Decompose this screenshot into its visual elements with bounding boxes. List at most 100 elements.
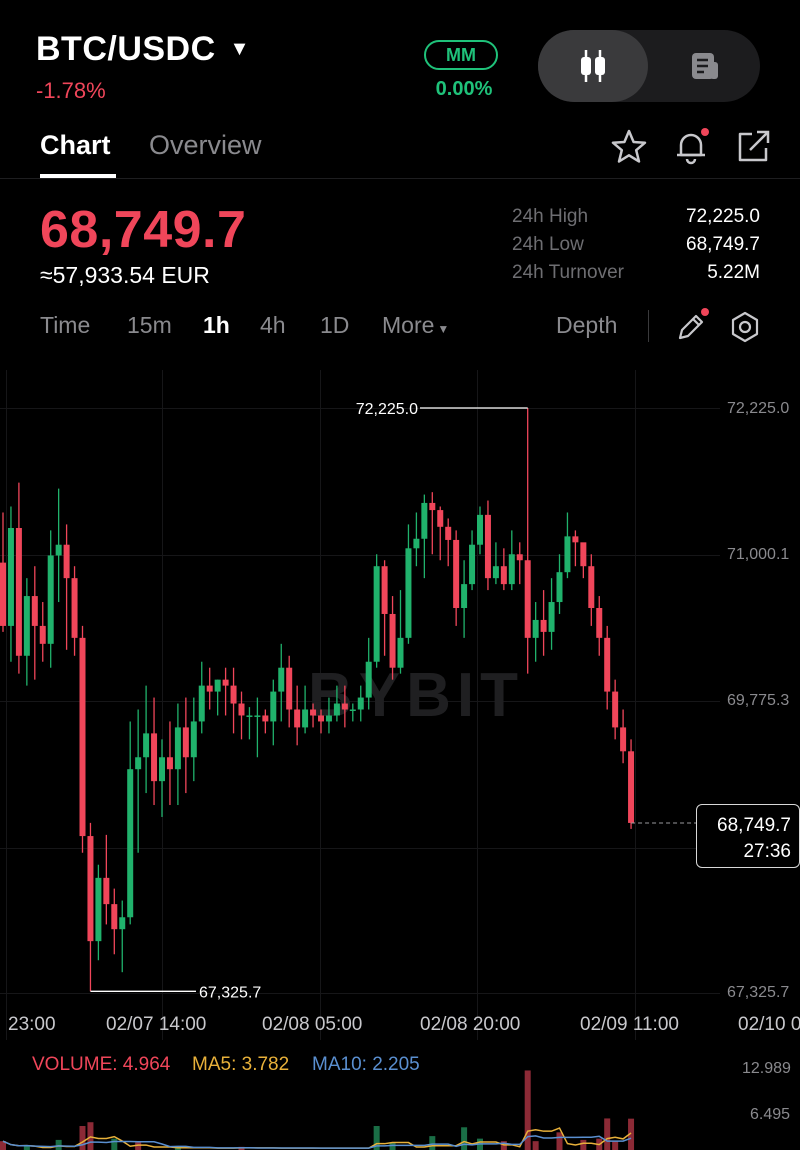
trading-pair-selector[interactable]: BTC/USDC ▼	[36, 30, 250, 69]
grid-line	[6, 370, 7, 1040]
volume-bar	[111, 1138, 118, 1150]
candle	[79, 625, 86, 853]
candle	[71, 566, 78, 656]
chart-view-button[interactable]	[538, 30, 648, 102]
interval-4h[interactable]: 4h	[260, 312, 286, 338]
tab-chart[interactable]: Chart	[40, 130, 111, 160]
candle	[111, 888, 118, 955]
interval-more[interactable]: More ▼	[382, 312, 449, 339]
candle	[278, 643, 285, 722]
mm-badge[interactable]: MM	[424, 40, 498, 70]
stat-label-24h-high: 24h High	[512, 206, 589, 227]
orderbook-icon	[692, 53, 718, 79]
stat-label-24h-turnover: 24h Turnover	[512, 262, 624, 283]
price-change: -1.78%	[36, 78, 106, 103]
candle	[437, 506, 444, 561]
y-tick-label: 72,225.0	[727, 400, 790, 417]
candle	[23, 578, 30, 686]
grid-line	[635, 370, 636, 1040]
share-icon[interactable]	[734, 128, 772, 166]
pencil-icon[interactable]	[674, 308, 710, 344]
settings-icon[interactable]	[728, 310, 762, 344]
candle	[31, 566, 38, 680]
grid-line	[0, 408, 720, 409]
candle	[620, 709, 627, 764]
candle	[159, 739, 165, 817]
pair-name: BTC/USDC	[36, 30, 216, 68]
grid-line	[320, 370, 321, 1040]
volume-bar	[389, 1142, 396, 1150]
candle	[564, 512, 571, 579]
candle	[318, 709, 324, 734]
candle	[397, 590, 404, 674]
candle	[135, 709, 142, 853]
volume-bar	[55, 1139, 62, 1150]
interval-1d[interactable]: 1D	[320, 312, 350, 338]
candle	[262, 709, 269, 734]
candlestick-chart[interactable]: 72,225.0 67,325.7	[0, 370, 720, 1010]
candle	[310, 703, 317, 728]
volume-bar	[461, 1127, 468, 1150]
candle	[413, 512, 420, 567]
x-tick-label: 02/10 0	[738, 1014, 800, 1035]
candle	[127, 721, 134, 925]
candle	[333, 685, 340, 722]
interval-1h[interactable]: 1h	[203, 312, 230, 338]
candle	[612, 679, 619, 740]
volume-bar	[0, 1141, 6, 1150]
candle	[270, 679, 277, 746]
volume-bar	[604, 1118, 611, 1150]
x-tick-label: 02/08 05:00	[262, 1014, 363, 1035]
candle	[453, 530, 460, 626]
y-tick-label: 69,775.3	[727, 692, 790, 709]
x-tick-label: 23:00	[8, 1014, 56, 1035]
candle	[87, 822, 94, 992]
candle	[95, 864, 102, 961]
candle	[580, 542, 587, 579]
volume-legend: VOLUME: 4.964	[32, 1054, 171, 1075]
x-tick-label: 02/07 14:00	[106, 1014, 207, 1035]
volume-bar	[524, 1070, 531, 1150]
volume-bar	[580, 1139, 587, 1150]
volume-bar	[23, 1144, 30, 1150]
interval-15m[interactable]: 15m	[127, 312, 172, 338]
candle	[143, 685, 150, 794]
candle	[492, 542, 499, 585]
bell-icon[interactable]	[672, 128, 710, 166]
candle	[429, 492, 436, 555]
candle	[524, 408, 531, 674]
interval-time[interactable]: Time	[40, 312, 91, 338]
candle	[286, 655, 293, 728]
candle	[349, 703, 356, 722]
candle	[55, 488, 62, 603]
candle	[405, 524, 412, 644]
candle	[325, 697, 332, 734]
candle	[556, 554, 563, 614]
ma5-legend: MA5: 3.782	[192, 1054, 290, 1075]
candle	[341, 685, 348, 728]
tab-overview[interactable]: Overview	[149, 130, 262, 160]
stat-label-24h-low: 24h Low	[512, 234, 584, 255]
candle	[628, 739, 635, 829]
candle	[222, 667, 229, 716]
caret-down-icon: ▼	[437, 322, 450, 336]
candle	[604, 625, 611, 710]
candle	[7, 506, 14, 662]
orderbook-view-button[interactable]	[650, 30, 760, 102]
volume-bar	[135, 1142, 142, 1150]
volume-bar	[373, 1126, 380, 1150]
candle	[508, 530, 515, 591]
candle	[238, 691, 245, 740]
star-icon[interactable]	[610, 128, 648, 166]
candle	[294, 685, 301, 746]
high-marker-label: 72,225.0	[356, 401, 418, 418]
chart-watermark: BYBIT	[308, 661, 524, 730]
volume-bar	[532, 1141, 539, 1150]
candle	[0, 512, 6, 632]
candle	[246, 707, 253, 740]
candle	[198, 661, 205, 734]
grid-line	[0, 848, 720, 849]
more-label: More	[382, 312, 435, 338]
candle	[421, 494, 428, 579]
depth-button[interactable]: Depth	[556, 312, 618, 338]
